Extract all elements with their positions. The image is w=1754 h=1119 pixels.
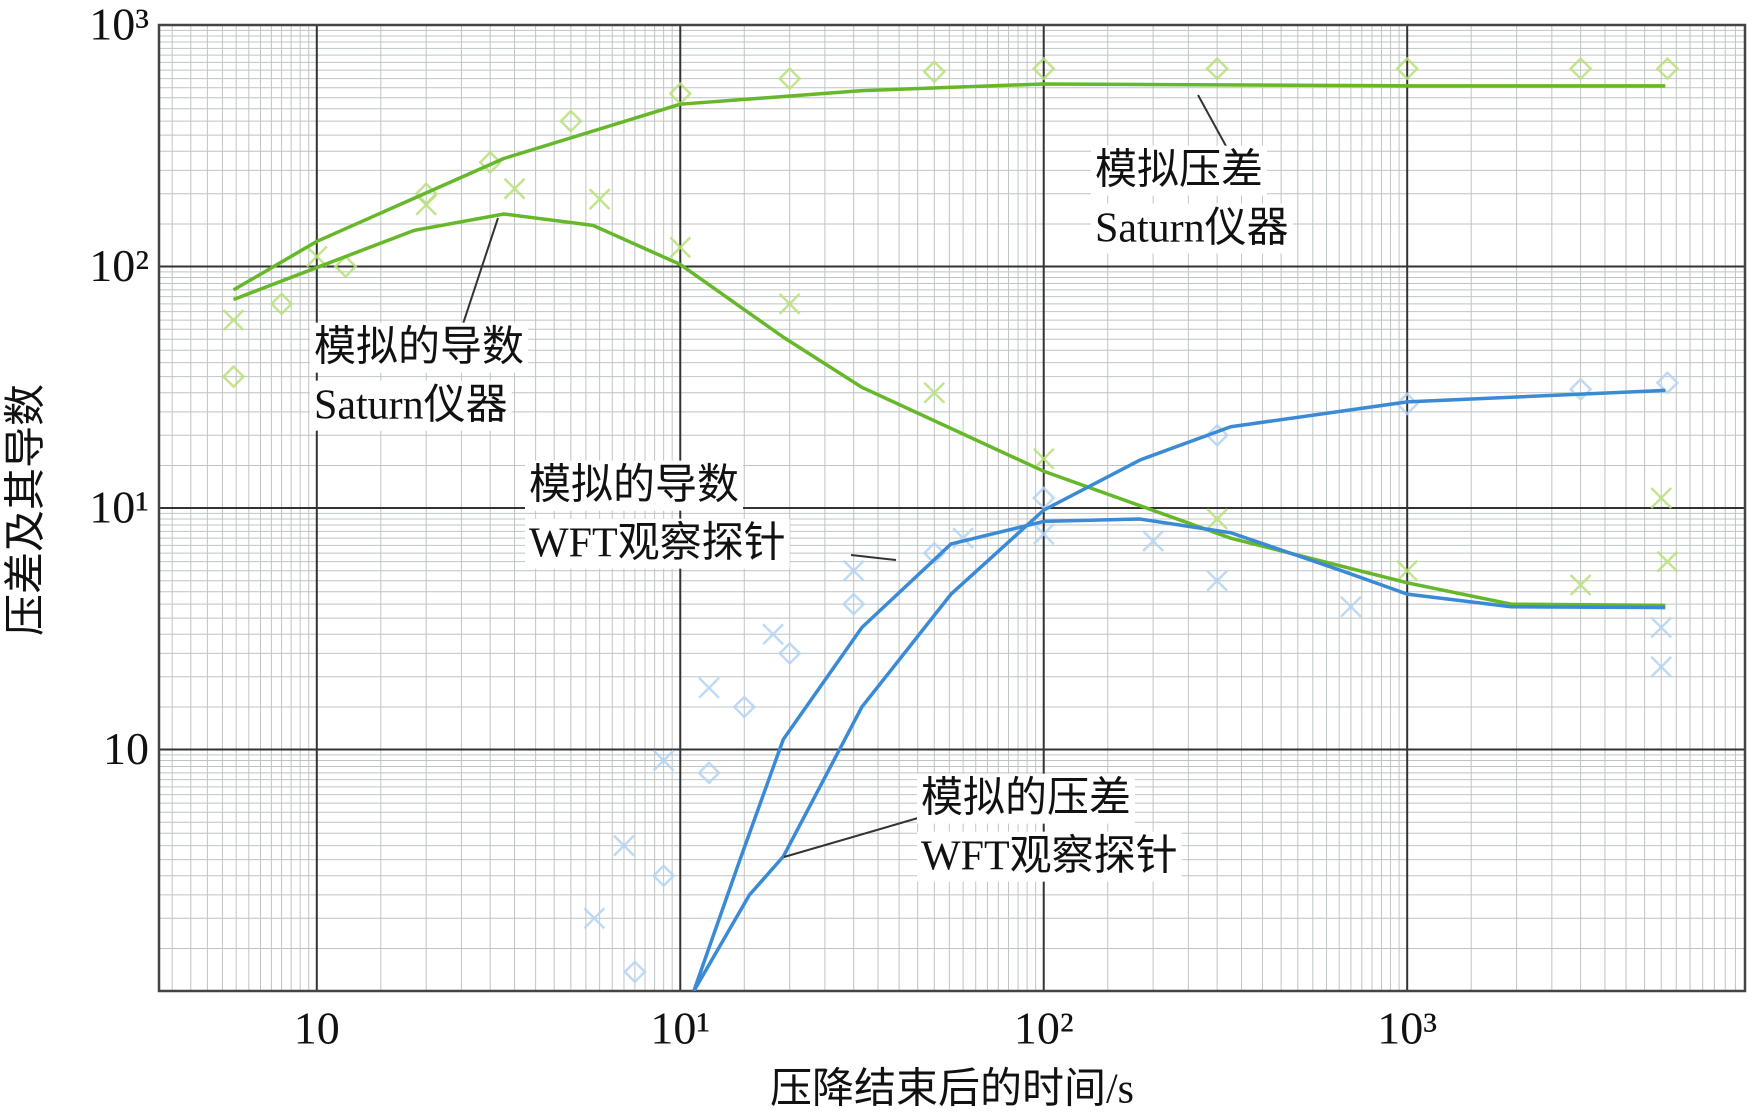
data-point (923, 381, 946, 404)
annotation-text: 模拟的导数 (529, 463, 739, 509)
data-point (777, 641, 802, 666)
data-point (922, 60, 947, 84)
leader-line (458, 217, 499, 337)
model-curve (692, 517, 1666, 991)
data-point (1031, 56, 1056, 81)
data-point (1655, 56, 1680, 81)
annotation-text: Saturn仪器 (314, 383, 508, 429)
annotation-text: 模拟的导数 (314, 325, 524, 371)
data-point (1650, 487, 1673, 509)
data-point (777, 66, 802, 91)
y-axis-title: 压差及其导数 (4, 384, 50, 636)
data-point (1655, 371, 1680, 395)
y-tick-label: 10 (103, 723, 149, 774)
data-point (732, 695, 757, 719)
x-tick-label: 10³ (1377, 1003, 1437, 1054)
data-point (1650, 616, 1673, 639)
plot-area (221, 56, 1680, 991)
leader-line (850, 554, 897, 561)
annotation-bg (310, 380, 512, 431)
data-point (333, 254, 358, 279)
data-point (1568, 56, 1593, 81)
annotation-bg (525, 460, 744, 511)
data-point (222, 309, 245, 331)
annotation-bg (310, 322, 529, 373)
model-curve (232, 82, 1666, 292)
annotation-bg (1091, 203, 1293, 254)
annotation-text: WFT观察探针 (529, 521, 786, 567)
data-point (952, 527, 974, 550)
data-point (762, 623, 784, 646)
x-tick-label: 10¹ (650, 1003, 710, 1054)
data-point (1656, 550, 1679, 573)
data-point (651, 864, 676, 888)
data-point (1206, 508, 1229, 530)
model-curve (232, 212, 1666, 608)
data-point (1395, 56, 1419, 81)
x-tick-label: 10² (1014, 1003, 1074, 1054)
annotation-bg (525, 518, 790, 569)
y-tick-label: 10³ (89, 0, 149, 50)
data-point (583, 907, 606, 930)
y-tick-label: 10¹ (89, 482, 149, 533)
data-point (503, 177, 526, 200)
data-point (1569, 574, 1592, 596)
data-point (415, 193, 438, 216)
data-point (1142, 530, 1165, 552)
data-point (1205, 423, 1229, 448)
data-point (559, 109, 583, 133)
x-tick-label: 10 (294, 1003, 340, 1054)
data-point (669, 236, 692, 259)
data-point (1031, 486, 1056, 510)
plot-frame (157, 23, 1747, 993)
data-point (478, 150, 502, 175)
data-point (778, 293, 801, 315)
leader-line (783, 817, 919, 858)
data-point (1396, 559, 1419, 582)
model-curve (692, 388, 1666, 991)
x-axis-title: 压降结束后的时间/s (770, 1067, 1134, 1113)
data-point (623, 960, 647, 984)
annotation-bg (917, 773, 1136, 824)
data-point (269, 292, 294, 316)
data-point (1032, 447, 1055, 470)
data-point (922, 541, 947, 565)
data-point (697, 761, 721, 785)
annotation-text: WFT观察探针 (921, 834, 1178, 880)
annotation-bg (917, 831, 1182, 882)
data-point (1650, 655, 1673, 678)
y-tick-label: 10² (89, 240, 149, 291)
annotation-text: 模拟压差 (1095, 148, 1263, 194)
data-point (842, 559, 865, 582)
data-point (613, 834, 635, 857)
data-point (1032, 523, 1055, 545)
data-point (652, 749, 675, 772)
data-point (698, 676, 720, 699)
annotation-text: Saturn仪器 (1095, 206, 1289, 252)
data-point (1206, 569, 1229, 592)
data-point (841, 592, 866, 616)
data-point (1568, 377, 1593, 402)
data-point (1205, 56, 1229, 81)
data-point (1340, 595, 1362, 618)
data-point (588, 188, 611, 211)
annotation-bg (1091, 145, 1268, 196)
annotation-text: 模拟的压差 (921, 776, 1131, 822)
data-point (221, 364, 246, 389)
